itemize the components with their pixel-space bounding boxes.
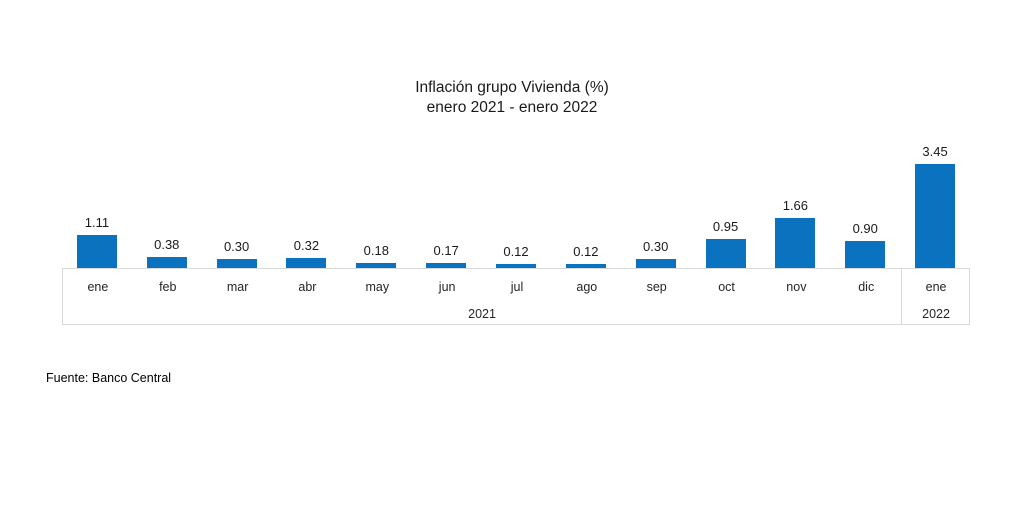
value-label-7: 0.12 (573, 244, 599, 259)
value-label-10: 1.66 (782, 198, 809, 213)
month-label-9: oct (718, 280, 735, 294)
bar-4-may (356, 263, 397, 268)
chart-title-line1: Inflación grupo Vivienda (%) (415, 79, 609, 96)
month-label-4: may (365, 280, 390, 294)
month-label-11: dic (858, 280, 875, 294)
chart-title-line2: enero 2021 - enero 2022 (426, 99, 598, 116)
value-label-4: 0.18 (363, 243, 389, 258)
bar-11-dic (845, 241, 886, 268)
month-label-12: ene (925, 280, 947, 294)
value-label-1: 0.38 (154, 237, 180, 252)
value-label-0: 1.11 (84, 215, 110, 230)
month-label-1: feb (159, 280, 177, 294)
value-label-3: 0.32 (293, 238, 320, 253)
bar-2-mar (216, 259, 257, 268)
value-label-8: 0.30 (643, 239, 669, 254)
month-label-7: ago (576, 280, 598, 294)
month-label-10: nov (786, 280, 807, 294)
year-divider-1 (900, 269, 902, 324)
bar-3-abr (286, 258, 327, 268)
value-label-2: 0.30 (223, 239, 250, 254)
bar-5-jun (426, 263, 467, 268)
value-label-12: 3.45 (922, 144, 948, 159)
bar-10-nov (775, 218, 816, 268)
month-label-3: abr (298, 280, 317, 294)
bar-8-sep (635, 259, 676, 268)
month-label-5: jun (438, 280, 456, 294)
year-label-2021: 2021 (468, 307, 496, 321)
source-note: Fuente: Banco Central (46, 371, 172, 385)
year-label-2022: 2022 (922, 307, 950, 321)
value-label-9: 0.95 (712, 219, 739, 234)
plot-area: 1.11 0.38 0.30 0.32 0.18 0.17 0.12 0.12 0.30 0.95… (62, 120, 970, 268)
month-label-6: jul (510, 280, 524, 294)
value-label-11: 0.90 (852, 221, 878, 236)
x-axis: ene feb mar abr may jun jul ago sep oct nov dic ene 2… (62, 268, 970, 325)
month-label-8: sep (646, 280, 667, 294)
bar-0-ene (76, 235, 117, 268)
bar-12-ene (915, 164, 956, 268)
chart-title: Inflación grupo Vivienda (%) enero 2021 … (0, 78, 1024, 118)
month-label-0: ene (87, 280, 109, 294)
bar-9-oct (705, 239, 746, 268)
value-label-6: 0.12 (503, 244, 529, 259)
bar-6-jul (496, 264, 536, 268)
bar-1-feb (146, 257, 187, 268)
bar-7-ago (565, 264, 606, 268)
value-label-5: 0.17 (433, 243, 459, 258)
month-label-2: mar (226, 280, 249, 294)
